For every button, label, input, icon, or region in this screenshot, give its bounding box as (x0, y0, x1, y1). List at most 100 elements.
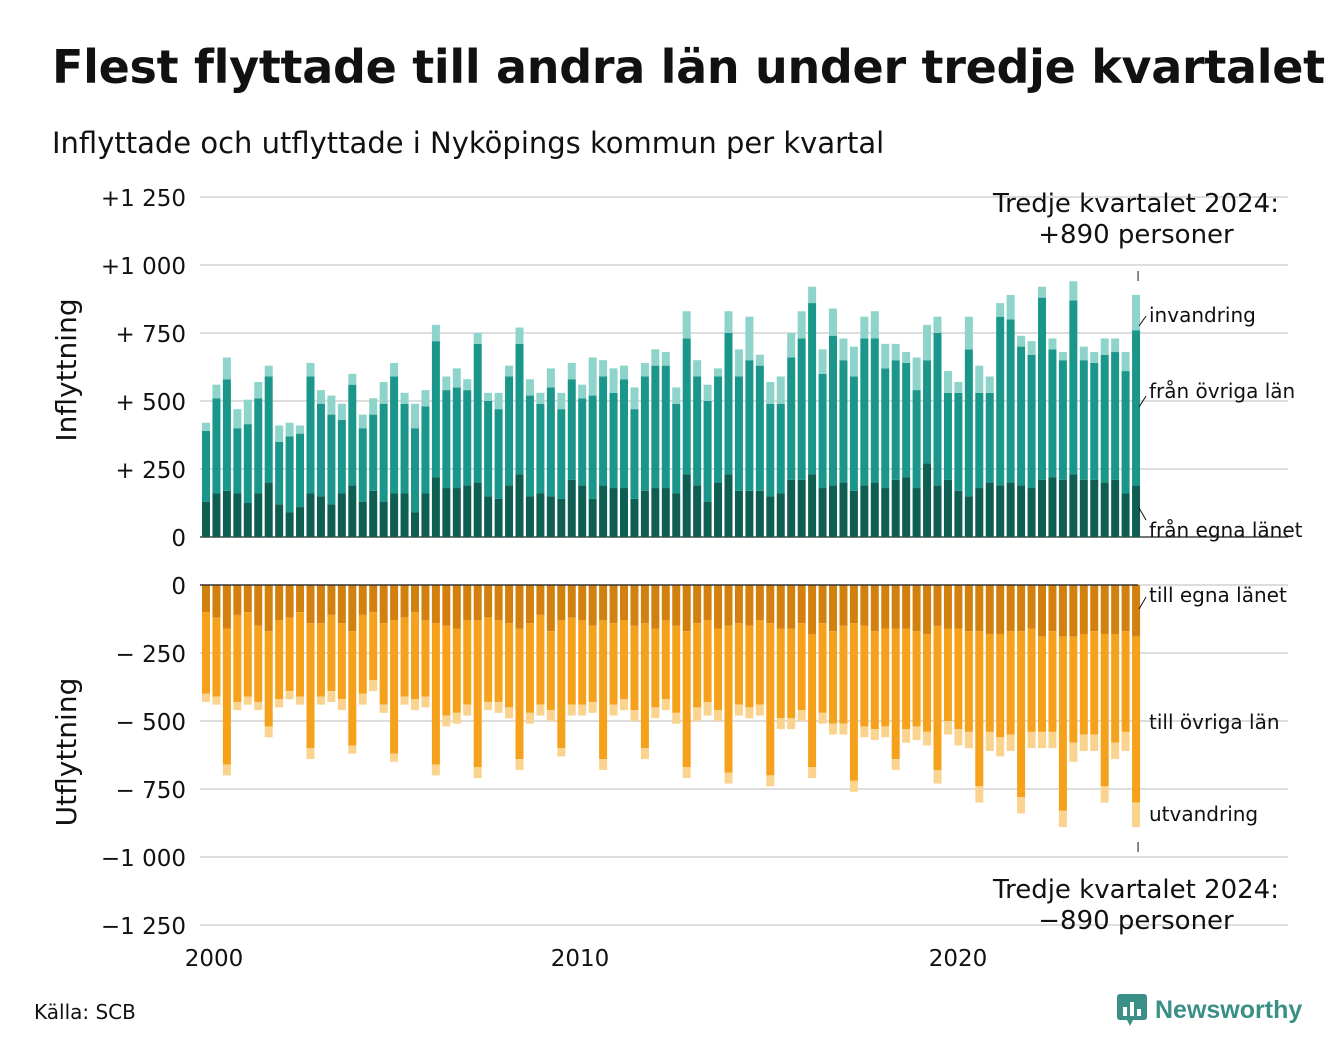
bar-out-2 (525, 712, 534, 724)
bar-in-1 (525, 395, 534, 497)
bar-out-0 (849, 585, 858, 624)
bar-in-2 (421, 390, 430, 407)
bar-out-1 (682, 631, 691, 768)
bar-out-0 (369, 585, 378, 613)
bar-out-2 (494, 701, 503, 713)
bar-in-1 (724, 333, 733, 475)
bar-in-2 (275, 425, 284, 442)
bar-in-1 (902, 362, 911, 478)
bar-in-2 (714, 368, 723, 377)
bar-in-2 (567, 362, 576, 380)
bar-out-2 (787, 718, 796, 730)
bar-in-0 (1058, 479, 1067, 537)
bar-in-1 (515, 343, 524, 475)
bar-in-2 (348, 373, 357, 385)
bar-out-0 (536, 585, 545, 615)
bar-out-1 (588, 625, 597, 702)
bar-out-2 (755, 704, 764, 716)
bar-out-0 (1121, 585, 1130, 632)
bar-out-1 (609, 623, 618, 705)
bar-out-1 (1090, 631, 1099, 735)
bar-out-1 (891, 628, 900, 760)
bar-in-1 (776, 403, 785, 494)
brand-logo[interactable]: Newsworthy (1117, 994, 1302, 1026)
bar-in-0 (337, 493, 346, 537)
bar-out-0 (682, 585, 691, 632)
bar-out-0 (599, 585, 608, 621)
bar-in-0 (358, 501, 367, 537)
bar-in-1 (484, 401, 493, 497)
bar-in-2 (996, 303, 1005, 317)
bar-out-1 (442, 625, 451, 716)
bar-in-0 (327, 504, 336, 537)
bar-out-0 (661, 585, 670, 621)
bar-in-1 (818, 373, 827, 489)
bar-out-2 (337, 699, 346, 711)
bar-out-1 (1121, 631, 1130, 732)
annotation-in-line1: Tredje kvartalet 2024: (992, 189, 1279, 219)
bar-in-1 (567, 379, 576, 480)
bar-in-2 (787, 333, 796, 358)
bar-out-2 (473, 767, 482, 779)
bar-out-0 (1058, 585, 1067, 637)
bar-out-2 (1038, 731, 1046, 749)
bar-out-2 (1100, 786, 1109, 803)
bar-out-2 (620, 699, 628, 711)
bar-out-1 (337, 623, 346, 700)
bar-out-1 (1069, 636, 1078, 743)
bar-out-2 (609, 704, 618, 716)
bar-in-1 (849, 376, 858, 491)
bar-in-2 (1017, 335, 1026, 347)
bar-in-0 (275, 504, 284, 537)
bar-in-0 (985, 482, 994, 537)
y-tick-label-in: + 750 (116, 322, 186, 348)
bar-in-1 (975, 392, 984, 489)
bar-in-0 (421, 493, 430, 537)
bar-in-2 (431, 324, 440, 342)
bar-out-2 (578, 704, 587, 716)
bar-out-0 (630, 585, 639, 626)
bar-in-1 (1090, 362, 1099, 480)
bar-in-2 (912, 357, 921, 391)
bar-out-1 (452, 628, 461, 713)
y-tick-label-in: +1 250 (101, 186, 186, 212)
bar-in-1 (933, 333, 942, 486)
bar-out-0 (620, 585, 628, 621)
bar-in-2 (578, 384, 587, 399)
bar-in-1 (640, 376, 649, 491)
bar-out-1 (1048, 631, 1057, 732)
bar-in-1 (620, 379, 628, 489)
bar-out-2 (212, 696, 221, 705)
bar-out-2 (567, 704, 576, 716)
bar-out-0 (296, 585, 305, 613)
chart-subtitle: Inflyttade och utflyttade i Nyköpings ko… (52, 126, 885, 160)
bar-in-1 (546, 387, 555, 497)
bar-in-2 (442, 376, 451, 391)
bar-out-0 (494, 585, 503, 621)
bar-out-2 (776, 718, 785, 730)
bar-out-2 (996, 737, 1005, 757)
bar-in-1 (337, 420, 346, 494)
bar-in-1 (1132, 330, 1141, 486)
bar-out-1 (1111, 633, 1120, 743)
bar-in-1 (1027, 354, 1036, 489)
bar-in-2 (379, 381, 388, 404)
bar-in-2 (985, 376, 994, 393)
bar-in-0 (839, 482, 848, 537)
bar-in-1 (996, 316, 1005, 486)
bar-in-1 (964, 349, 973, 497)
bar-in-1 (379, 403, 388, 502)
bar-out-1 (494, 620, 503, 702)
bar-in-0 (902, 477, 911, 537)
bar-out-0 (902, 585, 911, 629)
bar-in-0 (714, 482, 723, 537)
bar-in-0 (818, 488, 827, 537)
bar-out-0 (745, 585, 754, 626)
bar-in-1 (923, 360, 932, 464)
bar-out-1 (797, 623, 806, 711)
bar-in-1 (254, 398, 263, 494)
bar-in-0 (881, 488, 890, 537)
bar-in-2 (1132, 294, 1141, 331)
bar-in-1 (954, 392, 963, 491)
bar-in-0 (724, 474, 733, 537)
